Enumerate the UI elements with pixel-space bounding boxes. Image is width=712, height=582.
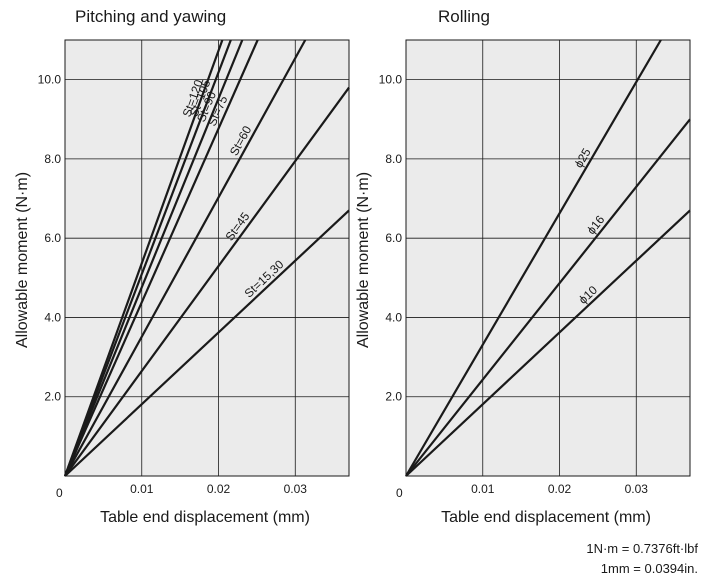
y-tick-label: 10.0 — [379, 73, 403, 87]
y-tick-label: 2.0 — [44, 390, 61, 404]
tick-labels: 0.01 0.02 0.03 2.0 4.0 6.0 8.0 10.0 — [379, 73, 649, 496]
x-tick-label: 0.03 — [284, 482, 308, 496]
origin-label: 0 — [396, 486, 403, 500]
x-tick-label: 0.03 — [625, 482, 649, 496]
x-tick-label: 0.02 — [207, 482, 231, 496]
x-axis-label: Table end displacement (mm) — [100, 509, 310, 526]
y-axis-label: Allowable moment (N·m) — [14, 172, 31, 348]
unit-conversion-length: 1mm = 0.0394in. — [600, 561, 698, 576]
x-tick-label: 0.01 — [471, 482, 495, 496]
grid — [406, 40, 690, 476]
origin-label: 0 — [56, 486, 63, 500]
series-line — [63, 39, 259, 477]
series-line — [64, 39, 307, 477]
chart-title: Pitching and yawing — [75, 7, 226, 26]
series-line — [405, 118, 691, 477]
x-tick-label: 0.01 — [130, 482, 154, 496]
plot-area — [64, 39, 350, 477]
pitching-yawing-chart: Pitching and yawing St=120St=105St=90St=… — [14, 7, 350, 526]
y-tick-label: 4.0 — [44, 310, 61, 324]
series-line — [63, 39, 224, 477]
series-line — [64, 86, 350, 477]
plot-area — [405, 39, 691, 477]
y-tick-label: 8.0 — [385, 152, 402, 166]
series-line — [64, 209, 350, 477]
x-axis-label: Table end displacement (mm) — [441, 509, 651, 526]
y-tick-label: 10.0 — [38, 73, 62, 87]
series-line — [405, 39, 662, 477]
series-line — [63, 39, 244, 477]
x-tick-label: 0.02 — [548, 482, 572, 496]
series-line — [63, 39, 232, 477]
y-tick-label: 6.0 — [385, 231, 402, 245]
y-axis-label: Allowable moment (N·m) — [355, 172, 372, 348]
y-tick-label: 8.0 — [44, 152, 61, 166]
tick-labels: 0.01 0.02 0.03 2.0 4.0 6.0 8.0 10.0 — [38, 73, 308, 496]
y-tick-label: 2.0 — [385, 390, 402, 404]
unit-conversion-moment: 1N·m = 0.7376ft·lbf — [586, 541, 698, 556]
chart-title: Rolling — [438, 7, 490, 26]
y-tick-label: 4.0 — [385, 310, 402, 324]
series-line — [405, 209, 691, 477]
y-tick-label: 6.0 — [44, 231, 61, 245]
